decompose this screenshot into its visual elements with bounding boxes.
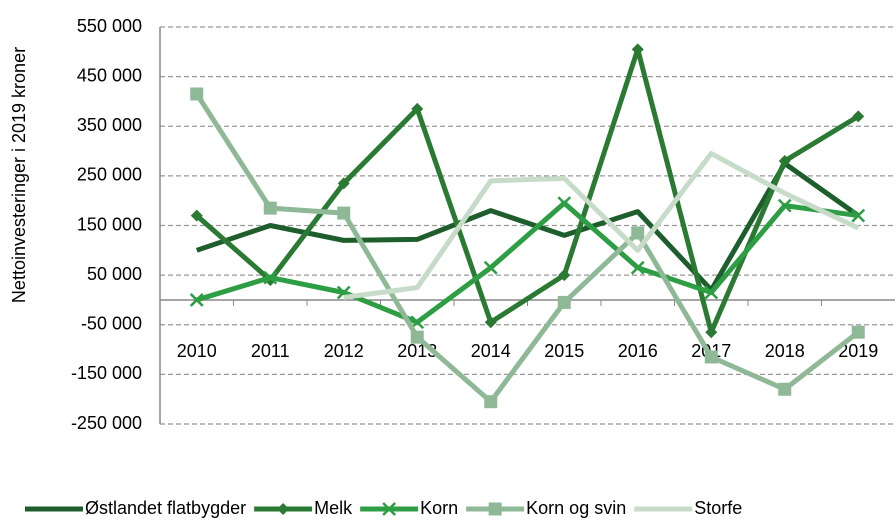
- marker: [705, 326, 718, 339]
- x-tick-label: 2019: [838, 341, 878, 361]
- marker: [411, 102, 424, 115]
- marker: [704, 350, 718, 364]
- marker: [557, 196, 572, 211]
- legend-label: Korn og svin: [526, 498, 626, 518]
- marker: [852, 110, 865, 123]
- marker: [557, 295, 571, 309]
- y-tick-label: 350 000: [77, 115, 142, 135]
- marker: [337, 206, 351, 220]
- y-tick-label: 550 000: [77, 16, 142, 36]
- x-tick-label: 2014: [471, 341, 511, 361]
- marker: [704, 285, 719, 300]
- marker: [190, 87, 204, 101]
- y-tick-label: -150 000: [71, 363, 142, 383]
- marker: [382, 502, 397, 516]
- y-tick-label: -50 000: [81, 314, 142, 334]
- marker: [190, 209, 203, 222]
- x-tick-label: 2016: [618, 341, 658, 361]
- y-tick-label: 450 000: [77, 65, 142, 85]
- legend-label: Korn: [420, 498, 458, 518]
- marker: [778, 382, 792, 396]
- marker: [631, 43, 644, 56]
- marker: [484, 316, 497, 329]
- marker: [277, 503, 290, 515]
- x-tick-label: 2018: [765, 341, 805, 361]
- marker: [263, 270, 278, 285]
- marker: [189, 293, 204, 307]
- marker: [484, 395, 498, 409]
- marker: [488, 502, 502, 516]
- series-line: [195, 46, 860, 335]
- legend-label: Storfe: [694, 498, 742, 518]
- y-axis-label: Nettoinvesteringer i 2019 kroner: [9, 47, 29, 303]
- x-tick-label: 2011: [251, 341, 290, 361]
- y-tick-label: 150 000: [77, 214, 142, 234]
- marker: [483, 260, 498, 275]
- x-tick-label: 2015: [544, 341, 584, 361]
- marker: [851, 208, 866, 223]
- marker: [851, 325, 865, 339]
- marker: [410, 330, 424, 344]
- legend-label: Melk: [314, 498, 353, 518]
- x-tick-label: 2010: [177, 341, 217, 361]
- x-tick-label: 2012: [324, 341, 364, 361]
- marker: [263, 201, 277, 215]
- y-tick-label: 50 000: [87, 264, 142, 284]
- series-line: [194, 92, 860, 405]
- series-line: [343, 151, 860, 300]
- marker: [777, 198, 792, 213]
- marker: [630, 260, 645, 275]
- y-tick-label: -250 000: [71, 413, 142, 433]
- marker: [778, 154, 791, 167]
- marker: [337, 177, 350, 190]
- series-line: [196, 200, 859, 325]
- marker: [558, 269, 571, 282]
- legend-label: Østlandet flatbygder: [85, 498, 246, 518]
- y-tick-label: 250 000: [77, 165, 142, 185]
- marker: [631, 226, 645, 240]
